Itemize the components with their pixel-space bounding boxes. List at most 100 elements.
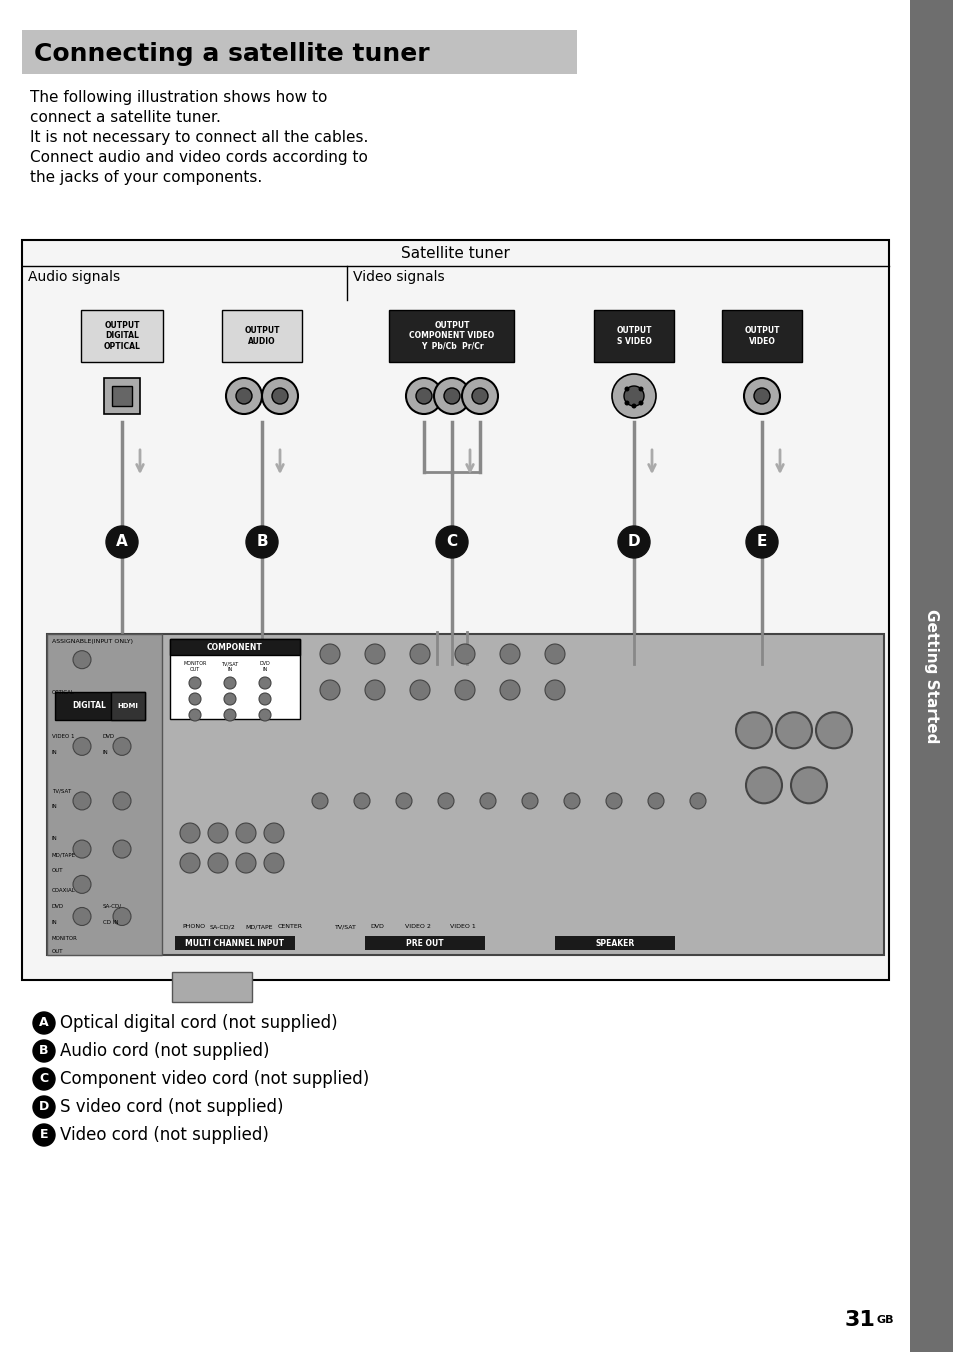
Text: OUTPUT
VIDEO: OUTPUT VIDEO — [743, 326, 779, 346]
Circle shape — [235, 853, 255, 873]
Circle shape — [208, 823, 228, 844]
Circle shape — [416, 388, 432, 404]
Text: MONITOR
OUT: MONITOR OUT — [183, 661, 207, 672]
Text: D: D — [39, 1101, 49, 1114]
Circle shape — [743, 379, 780, 414]
Text: Audio signals: Audio signals — [28, 270, 120, 284]
Text: B: B — [256, 534, 268, 549]
Text: SA-CD/2: SA-CD/2 — [210, 925, 235, 930]
Text: MD/TAPE: MD/TAPE — [245, 925, 273, 930]
Text: C: C — [446, 534, 457, 549]
Text: Connecting a satellite tuner: Connecting a satellite tuner — [34, 42, 429, 66]
Bar — [172, 972, 252, 1002]
Bar — [555, 936, 675, 950]
Text: TV/SAT
IN: TV/SAT IN — [221, 661, 238, 672]
Circle shape — [775, 713, 811, 748]
Bar — [47, 634, 162, 955]
Circle shape — [33, 1068, 55, 1090]
Text: DVD: DVD — [52, 903, 64, 909]
Circle shape — [472, 388, 488, 404]
Text: OUTPUT
S VIDEO: OUTPUT S VIDEO — [616, 326, 651, 346]
Circle shape — [264, 823, 284, 844]
Circle shape — [106, 526, 138, 558]
Circle shape — [180, 823, 200, 844]
Bar — [365, 936, 484, 950]
Circle shape — [319, 680, 339, 700]
Text: ASSIGNABLE(INPUT ONLY): ASSIGNABLE(INPUT ONLY) — [52, 639, 132, 644]
Text: OUTPUT
COMPONENT VIDEO
Y  Pb/Cb  Pr/Cr: OUTPUT COMPONENT VIDEO Y Pb/Cb Pr/Cr — [409, 320, 494, 352]
Text: Video signals: Video signals — [353, 270, 444, 284]
Circle shape — [437, 792, 454, 808]
Text: TV/SAT: TV/SAT — [335, 925, 356, 930]
Bar — [170, 639, 299, 719]
Circle shape — [623, 387, 643, 406]
Bar — [909, 0, 953, 1352]
Text: Getting Started: Getting Started — [923, 608, 939, 744]
Circle shape — [544, 680, 564, 700]
Text: VIDEO 2: VIDEO 2 — [405, 925, 431, 930]
Circle shape — [73, 907, 91, 926]
Text: connect a satellite tuner.: connect a satellite tuner. — [30, 110, 221, 124]
Text: IN: IN — [52, 804, 58, 808]
Circle shape — [73, 737, 91, 756]
Text: OUTPUT
DIGITAL
OPTICAL: OUTPUT DIGITAL OPTICAL — [104, 320, 140, 352]
Circle shape — [258, 708, 271, 721]
Circle shape — [631, 403, 636, 408]
Circle shape — [189, 694, 201, 704]
Circle shape — [689, 792, 705, 808]
Circle shape — [745, 526, 778, 558]
Text: OUTPUT
AUDIO: OUTPUT AUDIO — [244, 326, 279, 346]
Text: Satellite tuner: Satellite tuner — [400, 246, 510, 261]
Text: IN: IN — [103, 749, 109, 754]
Circle shape — [73, 875, 91, 894]
Circle shape — [226, 379, 262, 414]
Circle shape — [563, 792, 579, 808]
Text: D: D — [627, 534, 639, 549]
Circle shape — [73, 650, 91, 669]
Text: DIGITAL: DIGITAL — [72, 702, 106, 710]
Text: A: A — [116, 534, 128, 549]
Text: DVD
IN: DVD IN — [259, 661, 270, 672]
Text: HDMI: HDMI — [117, 703, 138, 708]
Text: DVD: DVD — [370, 925, 383, 930]
Circle shape — [455, 644, 475, 664]
Circle shape — [521, 792, 537, 808]
Circle shape — [208, 853, 228, 873]
Circle shape — [815, 713, 851, 748]
Text: VIDEO 1: VIDEO 1 — [450, 925, 476, 930]
Text: The following illustration shows how to: The following illustration shows how to — [30, 91, 327, 105]
Bar — [111, 692, 145, 719]
Circle shape — [544, 644, 564, 664]
Circle shape — [224, 694, 235, 704]
Circle shape — [112, 792, 131, 810]
Text: Video cord (not supplied): Video cord (not supplied) — [60, 1126, 269, 1144]
Circle shape — [33, 1040, 55, 1063]
Circle shape — [264, 853, 284, 873]
Circle shape — [112, 737, 131, 756]
Text: SPEAKER: SPEAKER — [595, 938, 634, 948]
Circle shape — [624, 387, 629, 392]
Text: MD/TAPE: MD/TAPE — [52, 852, 76, 857]
Circle shape — [224, 708, 235, 721]
Bar — [594, 310, 673, 362]
Circle shape — [443, 388, 459, 404]
Circle shape — [753, 388, 769, 404]
Circle shape — [647, 792, 663, 808]
Text: SA-CD/: SA-CD/ — [103, 903, 122, 909]
Circle shape — [189, 708, 201, 721]
Circle shape — [272, 388, 288, 404]
Circle shape — [365, 680, 385, 700]
Circle shape — [112, 840, 131, 859]
Text: MONITOR: MONITOR — [52, 936, 78, 941]
Text: MULTI CHANNEL INPUT: MULTI CHANNEL INPUT — [185, 938, 284, 948]
Text: Audio cord (not supplied): Audio cord (not supplied) — [60, 1042, 269, 1060]
Circle shape — [365, 644, 385, 664]
Circle shape — [33, 1013, 55, 1034]
Circle shape — [406, 379, 441, 414]
Bar — [170, 639, 299, 654]
Bar — [55, 692, 145, 719]
Text: TV/SAT: TV/SAT — [52, 788, 71, 794]
Circle shape — [436, 526, 468, 558]
Circle shape — [605, 792, 621, 808]
Bar — [174, 936, 294, 950]
